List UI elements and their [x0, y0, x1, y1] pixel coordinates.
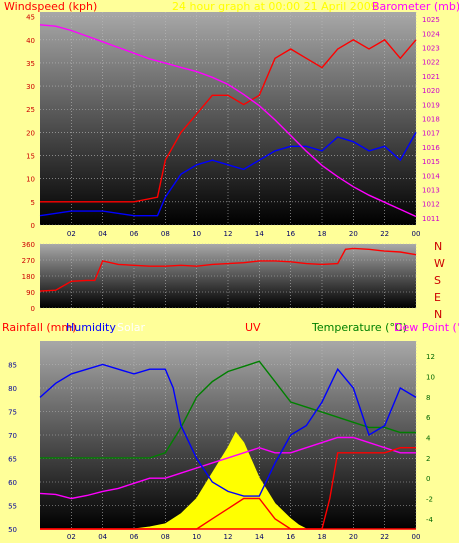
x-tick-label: 12	[224, 533, 233, 541]
barometer-axis-label: Barometer (mb)	[372, 0, 459, 13]
temp-tick-label: 12	[426, 353, 435, 361]
uv-axis-label: UV	[245, 321, 261, 334]
dewpoint-axis-label: Dew Point (°C)	[394, 321, 459, 334]
compass-label: E	[434, 291, 441, 304]
x-tick-label: 06	[130, 230, 139, 238]
x-tick-label: 14	[255, 230, 264, 238]
y-tick-label: 180	[22, 273, 35, 281]
y-right-tick-label: 1021	[422, 73, 440, 81]
humidity-tick-label: 80	[8, 385, 17, 393]
temperature-line	[40, 360, 416, 459]
y-right-tick-label: 1025	[422, 16, 440, 24]
y-tick-label: 30	[26, 83, 35, 91]
y-right-tick-label: 1017	[422, 130, 440, 138]
solar-axis-label: Solar	[117, 321, 146, 334]
y-right-tick-label: 1011	[422, 215, 440, 223]
y-right-tick-label: 1019	[422, 101, 440, 109]
x-tick-label: 02	[67, 533, 76, 541]
y-tick-label: 15	[26, 153, 35, 161]
y-right-tick-label: 1013	[422, 187, 440, 195]
compass-label: W	[434, 257, 445, 270]
humidity-axis-label: Humidity	[66, 321, 116, 334]
humidity-tick-label: 60	[8, 479, 17, 487]
compass-label: N	[434, 308, 442, 321]
x-tick-label: 00	[412, 230, 421, 238]
y-tick-label: 0	[31, 305, 35, 313]
y-right-tick-label: 1024	[422, 30, 440, 38]
x-tick-label: 04	[98, 533, 107, 541]
rainfall-line	[40, 447, 416, 530]
wind-axis-label: Windspeed (kph)	[4, 0, 97, 13]
y-right-tick-label: 1014	[422, 172, 440, 180]
dewpoint-line	[39, 436, 416, 500]
temp-tick-label: 10	[426, 374, 435, 382]
x-tick-label: 08	[161, 533, 170, 541]
temp-tick-label: 4	[426, 435, 431, 443]
temp-tick-label: 2	[426, 455, 430, 463]
humidity-tick-label: 70	[8, 432, 17, 440]
barometer-line	[39, 24, 417, 218]
humidity-tick-label: 75	[8, 409, 17, 417]
rainfall-axis-label: Rainfall (mm)	[2, 321, 76, 334]
x-tick-label: 20	[349, 230, 358, 238]
x-tick-label: 10	[192, 230, 201, 238]
x-tick-label: 16	[286, 230, 295, 238]
y-tick-label: 90	[26, 289, 35, 297]
temp-tick-label: 8	[426, 394, 430, 402]
temp-tick-label: -4	[426, 516, 434, 524]
x-tick-label: 04	[98, 230, 107, 238]
solar-area	[40, 431, 416, 530]
y-right-tick-label: 1018	[422, 116, 440, 124]
y-right-tick-label: 1012	[422, 201, 440, 209]
temp-tick-label: -2	[426, 496, 433, 504]
x-tick-label: 10	[192, 533, 201, 541]
x-tick-label: 16	[286, 533, 295, 541]
y-tick-label: 0	[31, 222, 35, 230]
humidity-tick-label: 50	[8, 526, 17, 534]
humidity-line	[39, 363, 417, 497]
y-right-tick-label: 1022	[422, 59, 440, 67]
wind-direction-line	[39, 247, 417, 292]
y-tick-label: 360	[22, 241, 35, 249]
y-tick-label: 20	[26, 129, 35, 137]
wind-speed-line	[39, 132, 417, 217]
y-right-tick-label: 1023	[422, 45, 440, 53]
y-right-tick-label: 1016	[422, 144, 440, 152]
compass-label: S	[434, 274, 441, 287]
x-tick-label: 20	[349, 533, 358, 541]
x-tick-label: 08	[161, 230, 170, 238]
temperature-axis-label: Temperature (°C)	[311, 321, 407, 334]
compass-label: N	[434, 240, 442, 253]
y-right-tick-label: 1015	[422, 158, 440, 166]
y-tick-label: 10	[26, 176, 35, 184]
chart-title: 24 hour graph at 00:00 21 April 2009	[172, 0, 378, 13]
y-tick-label: 25	[26, 106, 35, 114]
direction-plot-area	[40, 244, 416, 308]
x-tick-label: 12	[224, 230, 233, 238]
x-tick-label: 22	[380, 533, 389, 541]
x-tick-label: 18	[318, 230, 327, 238]
humidity-tick-label: 65	[8, 456, 17, 464]
humidity-tick-label: 85	[8, 362, 17, 370]
x-tick-label: 22	[380, 230, 389, 238]
humidity-tick-label: 55	[8, 503, 17, 511]
temp-tick-label: 0	[426, 475, 430, 483]
temp-tick-label: 6	[426, 414, 431, 422]
x-tick-label: 18	[318, 533, 327, 541]
y-tick-label: 45	[26, 14, 35, 22]
x-tick-label: 06	[130, 533, 139, 541]
x-tick-label: 00	[412, 533, 421, 541]
y-tick-label: 40	[26, 37, 35, 45]
x-tick-label: 14	[255, 533, 264, 541]
x-tick-label: 02	[67, 230, 76, 238]
y-tick-label: 270	[22, 257, 35, 265]
y-right-tick-label: 1020	[422, 87, 440, 95]
y-tick-label: 5	[31, 199, 35, 207]
y-tick-label: 35	[26, 60, 35, 68]
